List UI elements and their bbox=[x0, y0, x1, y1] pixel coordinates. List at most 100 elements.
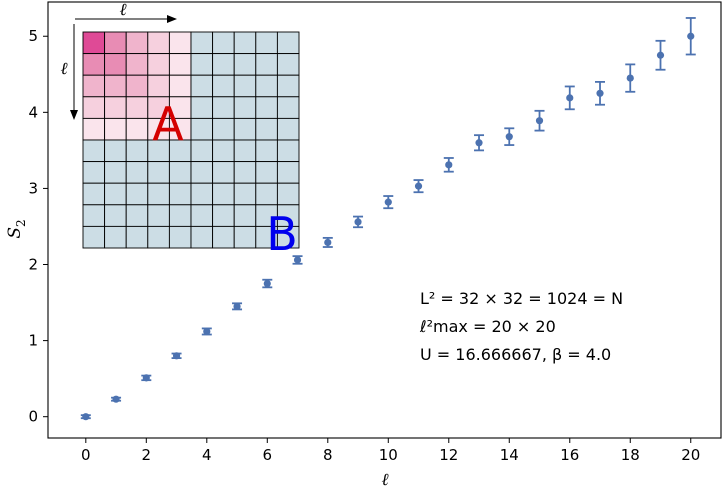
lattice-cell bbox=[276, 139, 300, 163]
lattice-cell bbox=[125, 74, 149, 98]
lattice-cell bbox=[233, 182, 257, 206]
lattice-cell bbox=[276, 182, 300, 206]
y-axis-label-group: S2 bbox=[5, 219, 28, 238]
lattice-cell bbox=[147, 182, 170, 206]
lattice-cell bbox=[212, 204, 235, 227]
marker-8 bbox=[324, 238, 332, 247]
data-point-8 bbox=[322, 236, 333, 248]
x-tick-label-1: 2 bbox=[142, 446, 152, 464]
lattice-cell bbox=[255, 182, 278, 206]
inset-top-arrow-label: ℓ bbox=[119, 0, 126, 20]
lattice-cell bbox=[212, 96, 235, 119]
marker-6 bbox=[263, 279, 271, 288]
inset-lattice: ℓ ℓ A B bbox=[60, 0, 300, 261]
data-point-14 bbox=[504, 127, 515, 146]
lattice-cell bbox=[147, 74, 170, 98]
lattice-cell bbox=[190, 225, 214, 249]
x-axis-ticks: 0 2 4 6 8 10 12 14 16 18 20 bbox=[81, 438, 700, 464]
lattice-cell bbox=[125, 225, 149, 249]
x-tick-label-10: 20 bbox=[681, 446, 700, 464]
x-tick-label-0: 0 bbox=[81, 446, 91, 464]
svg-text:S2: S2 bbox=[5, 219, 28, 238]
data-point-20 bbox=[685, 17, 696, 56]
lattice-cell bbox=[82, 182, 106, 206]
lattice-cell bbox=[125, 31, 149, 55]
marker-10 bbox=[384, 198, 392, 206]
marker-16 bbox=[566, 94, 574, 102]
lattice-cell bbox=[104, 117, 127, 141]
marker-19 bbox=[656, 51, 665, 59]
lattice-cell bbox=[82, 204, 106, 227]
lattice-cell bbox=[125, 53, 149, 76]
lattice-cell bbox=[190, 117, 214, 141]
lattice-cell bbox=[168, 161, 192, 184]
marker-1 bbox=[112, 395, 120, 403]
lattice-cell bbox=[190, 53, 214, 76]
lattice-cell bbox=[104, 31, 127, 55]
x-tick-label-9: 18 bbox=[621, 446, 640, 464]
lattice-cell bbox=[82, 31, 106, 55]
lattice-cell bbox=[104, 96, 127, 119]
top-arrow-head bbox=[167, 15, 177, 23]
marker-20 bbox=[687, 32, 695, 40]
data-point-18 bbox=[625, 63, 636, 93]
lattice-cell bbox=[125, 117, 149, 141]
lattice-cell bbox=[147, 225, 170, 249]
lattice-cell bbox=[82, 96, 106, 119]
lattice-cell bbox=[168, 204, 192, 227]
lattice-cell bbox=[168, 53, 192, 76]
y-axis-label: S bbox=[5, 227, 25, 239]
marker-14 bbox=[505, 133, 513, 141]
lattice-cell bbox=[212, 117, 235, 141]
lattice-cell bbox=[168, 31, 192, 55]
data-point-10 bbox=[383, 195, 394, 210]
lattice-cell bbox=[104, 74, 127, 98]
marker-12 bbox=[445, 161, 453, 169]
data-point-6 bbox=[262, 278, 273, 289]
lattice-cell bbox=[276, 96, 300, 119]
lattice-cell bbox=[255, 117, 278, 141]
lattice-cell bbox=[190, 96, 214, 119]
left-arrow-head bbox=[70, 110, 78, 120]
lattice-cell bbox=[212, 74, 235, 98]
lattice-cell bbox=[82, 139, 106, 163]
lattice-cell bbox=[190, 182, 214, 206]
lattice-cell bbox=[125, 204, 149, 227]
lattice-cell bbox=[147, 204, 170, 227]
lattice-cell bbox=[276, 225, 300, 249]
data-point-12 bbox=[443, 157, 454, 173]
lattice-cell bbox=[212, 139, 235, 163]
lattice-cell bbox=[255, 74, 278, 98]
lattice-cell bbox=[104, 182, 127, 206]
lattice-cell bbox=[276, 31, 300, 55]
lattice-cell bbox=[104, 161, 127, 184]
marker-11 bbox=[414, 182, 423, 190]
data-point-11 bbox=[413, 179, 424, 194]
lattice-cell bbox=[190, 139, 214, 163]
y-axis-ticks: 0 1 2 3 4 5 bbox=[28, 27, 48, 426]
x-axis-label: ℓ bbox=[381, 470, 388, 490]
lattice-cell bbox=[233, 96, 257, 119]
marker-2 bbox=[142, 374, 150, 382]
lattice-cell bbox=[255, 161, 278, 184]
lattice-cell bbox=[168, 182, 192, 206]
marker-18 bbox=[626, 74, 634, 82]
data-point-1 bbox=[111, 395, 122, 403]
data-series bbox=[80, 17, 696, 421]
lattice-cell bbox=[82, 53, 106, 76]
lattice-cell bbox=[82, 161, 106, 184]
lattice-cell bbox=[104, 53, 127, 76]
marker-3 bbox=[172, 352, 181, 360]
lattice-cell bbox=[233, 204, 257, 227]
lattice-cell bbox=[212, 31, 235, 55]
annotation-lmax: ℓ²max = 20 × 20 bbox=[419, 317, 556, 336]
lattice-cell bbox=[125, 139, 149, 163]
lattice-cell bbox=[190, 74, 214, 98]
data-point-16 bbox=[564, 85, 575, 111]
lattice-cell bbox=[233, 117, 257, 141]
data-point-17 bbox=[595, 80, 606, 106]
data-point-13 bbox=[474, 134, 485, 152]
marker-4 bbox=[203, 327, 211, 336]
y-tick-label-1: 1 bbox=[28, 332, 38, 350]
